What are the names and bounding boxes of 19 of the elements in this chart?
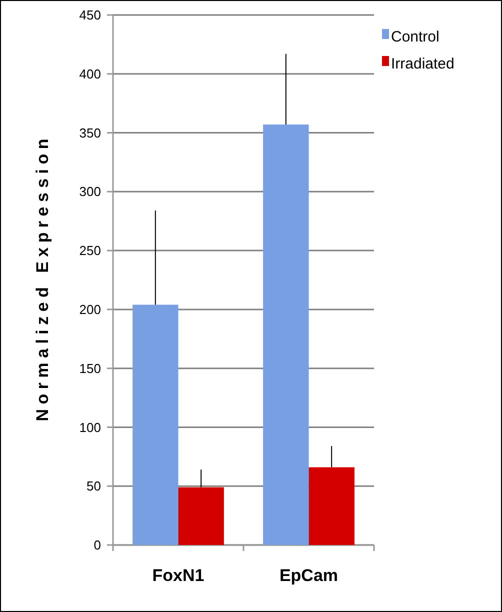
y-tick-label: 450 xyxy=(79,8,101,23)
legend-label: Irradiated xyxy=(391,55,454,72)
y-tick-label: 50 xyxy=(86,478,101,494)
y-tick-label: 350 xyxy=(79,125,101,140)
y-tick-label: 150 xyxy=(79,360,101,376)
y-tick-label: 100 xyxy=(79,420,101,435)
bar xyxy=(263,124,309,545)
x-tick-label: FoxN1 xyxy=(152,566,204,585)
bar xyxy=(178,487,224,545)
y-tick-label: 0 xyxy=(94,538,101,553)
legend-label: Control xyxy=(391,28,440,46)
bar xyxy=(308,467,354,545)
y-tick-label: 300 xyxy=(79,184,101,200)
y-tick-label: 400 xyxy=(79,66,101,82)
y-tick-label: 250 xyxy=(79,243,101,258)
bar xyxy=(132,304,178,545)
y-tick-label: 200 xyxy=(79,302,101,317)
y-axis-title: N o r m a l i z e d E x p r e s s i o n xyxy=(33,138,52,422)
x-tick-label: EpCam xyxy=(279,566,338,585)
